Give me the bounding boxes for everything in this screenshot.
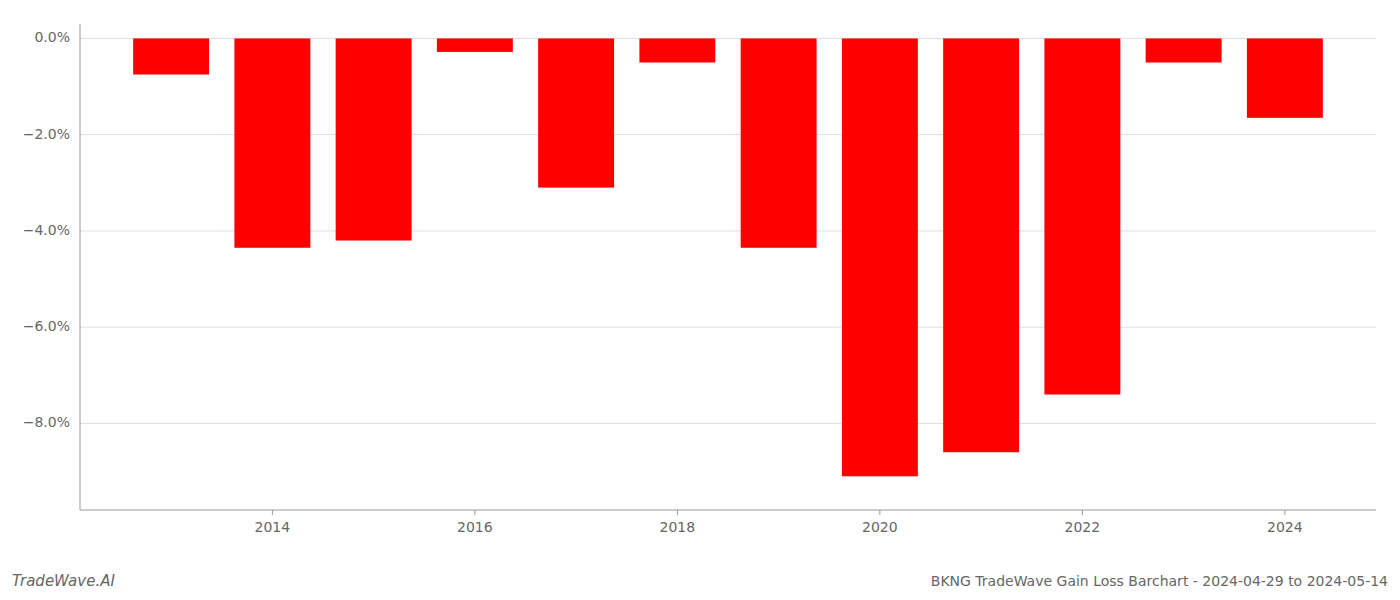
x-tick [1082, 510, 1083, 515]
y-tick-label: −2.0% [23, 126, 70, 142]
x-tick-label: 2022 [1065, 519, 1101, 535]
x-tick-label: 2024 [1267, 519, 1303, 535]
watermark: TradeWave.AI [12, 572, 115, 590]
x-tick [879, 510, 880, 515]
y-tick-label: −4.0% [23, 222, 70, 238]
x-tick [272, 510, 273, 515]
y-tick-label: −6.0% [23, 318, 70, 334]
grid-line [80, 327, 1376, 328]
bar [538, 38, 614, 187]
bar [234, 38, 310, 247]
x-tick-label: 2014 [255, 519, 291, 535]
title: BKNG TradeWave Gain Loss Barchart - 2024… [931, 573, 1388, 589]
bar [639, 38, 715, 62]
x-tick [474, 510, 475, 515]
bar [1044, 38, 1120, 394]
bar [336, 38, 412, 240]
x-axis-line [80, 510, 1376, 511]
x-tick-label: 2016 [457, 519, 493, 535]
y-tick-label: 0.0% [34, 29, 70, 45]
chart: 0.0% −2.0% −4.0% −6.0% −8.0% 2014 2016 2018 2020… [0, 0, 1400, 600]
x-tick-label: 2020 [862, 519, 898, 535]
bar [943, 38, 1019, 452]
y-axis-line [80, 24, 81, 510]
x-tick [1284, 510, 1285, 515]
bar [1247, 38, 1323, 117]
bars [133, 38, 1323, 476]
x-tick [677, 510, 678, 515]
bar [842, 38, 918, 476]
bar [1146, 38, 1222, 62]
grid-line [80, 423, 1376, 424]
x-tick-label: 2018 [660, 519, 696, 535]
y-grid [80, 38, 1376, 423]
bar [133, 38, 209, 74]
bar [741, 38, 817, 247]
y-tick-label: −8.0% [23, 414, 70, 430]
bar [437, 38, 513, 51]
